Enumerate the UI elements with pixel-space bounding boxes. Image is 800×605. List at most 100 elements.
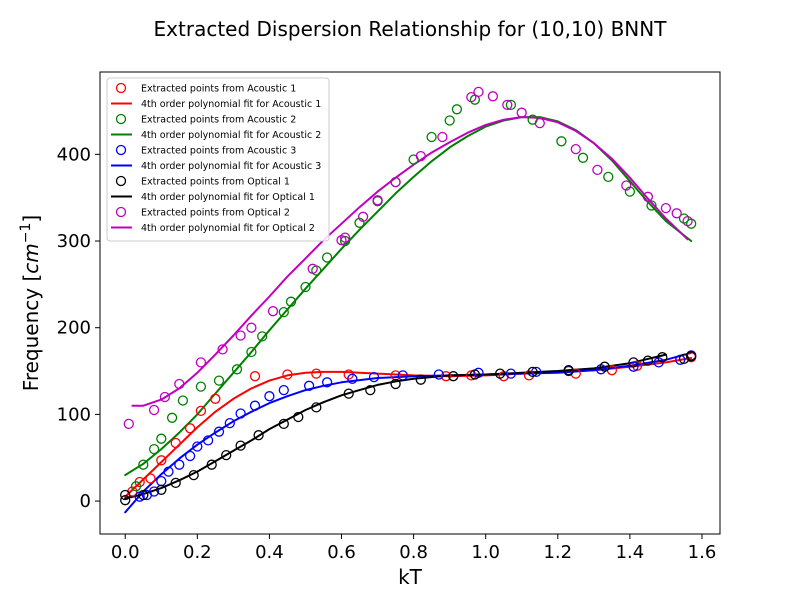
data-point-series-2 — [195, 381, 207, 392]
data-point-series-8 — [159, 391, 171, 403]
data-point-series-8 — [534, 117, 545, 129]
data-point-series-2 — [505, 99, 517, 111]
data-point-series-2 — [246, 346, 257, 358]
data-point-series-8 — [372, 195, 383, 206]
y-tick-label: 0 — [80, 491, 91, 512]
data-point-series-2 — [354, 217, 365, 228]
y-tick-label: 100 — [57, 404, 91, 425]
data-point-series-6 — [235, 440, 246, 451]
data-point-series-4 — [321, 377, 333, 388]
data-point-series-8 — [123, 418, 134, 430]
data-point-series-4 — [156, 475, 167, 487]
y-tick-label: 200 — [57, 318, 91, 339]
legend-label: 4th order polynomial fit for Acoustic 2 — [141, 130, 321, 141]
data-point-series-4 — [213, 426, 225, 437]
data-point-series-6 — [120, 489, 131, 501]
x-tick-label: 1.4 — [616, 542, 645, 563]
data-point-series-8 — [473, 86, 484, 98]
legend: Extracted points from Acoustic 1 4th orde… — [106, 77, 330, 242]
data-point-series-4 — [202, 435, 214, 446]
data-point-series-0 — [249, 371, 261, 382]
data-point-series-8 — [621, 180, 632, 191]
data-point-series-4 — [163, 466, 174, 477]
data-point-series-6 — [415, 374, 426, 385]
data-point-series-8 — [570, 143, 581, 155]
data-point-series-2 — [130, 481, 142, 492]
data-point-series-4 — [628, 361, 639, 372]
x-tick-label: 0.4 — [255, 542, 284, 563]
data-point-series-6 — [678, 353, 690, 365]
data-point-series-4 — [192, 441, 203, 452]
legend-marker — [115, 113, 127, 125]
data-point-series-2 — [556, 136, 567, 147]
data-point-series-6 — [642, 355, 654, 366]
data-point-series-8 — [682, 215, 693, 227]
data-point-series-0 — [170, 437, 181, 449]
data-point-series-4 — [249, 400, 261, 411]
data-point-series-8 — [592, 164, 603, 176]
data-point-series-2 — [231, 364, 243, 375]
data-point-series-4 — [653, 357, 664, 368]
y-tick-label: 400 — [57, 144, 91, 165]
data-point-series-8 — [642, 191, 654, 202]
x-tick-label: 0.6 — [327, 542, 356, 563]
data-point-series-8 — [390, 176, 401, 188]
data-point-series-8 — [307, 263, 318, 274]
x-axis-ticks: 0.0 0.2 0.4 0.6 0.8 1.0 1.2 1.4 1.6 — [111, 534, 716, 563]
chart-title: Extracted Dispersion Relationship for (1… — [154, 17, 668, 41]
data-point-series-6 — [628, 357, 639, 368]
data-point-series-8 — [148, 404, 160, 416]
y-tick-label: 300 — [57, 231, 91, 252]
data-point-series-6 — [390, 378, 401, 390]
data-point-series-0 — [195, 405, 207, 417]
data-point-series-6 — [469, 369, 481, 380]
data-point-series-6 — [293, 411, 304, 423]
data-point-series-6 — [311, 402, 322, 413]
legend-marker — [115, 206, 127, 218]
data-point-series-8 — [339, 232, 351, 243]
data-point-series-6 — [170, 477, 181, 489]
data-point-series-6 — [448, 371, 459, 382]
y-axis-label-close: ] — [19, 215, 43, 223]
legend-box — [106, 77, 330, 242]
y-axis-ticks: 0 100 200 300 400 — [57, 144, 100, 512]
data-point-series-2 — [624, 186, 636, 197]
x-tick-label: 0.2 — [183, 542, 212, 563]
data-point-series-6 — [188, 469, 199, 481]
x-tick-label: 1.0 — [471, 542, 500, 563]
data-point-series-8 — [671, 208, 682, 219]
data-point-series-6 — [563, 365, 574, 376]
data-point-series-0 — [145, 473, 156, 484]
data-point-series-4 — [184, 450, 196, 462]
y-axis-label-main: Frequency [ — [19, 274, 43, 391]
legend-label: 4th order polynomial fit for Optical 2 — [141, 223, 315, 234]
data-point-series-2 — [451, 104, 463, 115]
data-point-series-6 — [343, 388, 354, 399]
legend-label: 4th order polynomial fit for Optical 1 — [141, 192, 315, 203]
data-point-series-4 — [433, 369, 444, 380]
x-tick-label: 0.0 — [111, 542, 140, 563]
data-point-series-8 — [487, 91, 499, 102]
data-point-series-2 — [444, 115, 455, 126]
legend-label: 4th order polynomial fit for Acoustic 1 — [141, 99, 321, 110]
data-point-series-4 — [303, 380, 315, 391]
data-point-series-4 — [368, 371, 380, 383]
legend-label: Extracted points from Optical 1 — [141, 177, 290, 188]
data-point-series-2 — [166, 412, 178, 423]
data-point-series-8 — [516, 107, 527, 118]
data-point-series-2 — [339, 235, 351, 247]
data-point-series-6 — [686, 351, 697, 362]
legend-label: Extracted points from Optical 2 — [141, 208, 290, 219]
data-point-series-0 — [184, 423, 196, 434]
legend-marker — [115, 144, 127, 156]
data-point-series-0 — [156, 455, 167, 466]
data-point-series-2 — [426, 131, 437, 143]
data-point-series-8 — [235, 330, 246, 341]
data-point-series-8 — [502, 99, 513, 111]
data-point-series-6 — [120, 495, 131, 506]
data-point-series-4 — [505, 368, 517, 379]
data-point-series-2 — [156, 433, 167, 444]
data-point-series-8 — [267, 306, 279, 317]
x-tick-label: 1.6 — [688, 542, 717, 563]
